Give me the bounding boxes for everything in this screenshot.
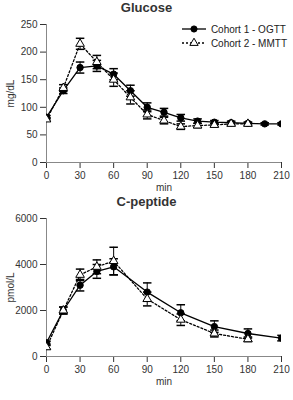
svg-text:200: 200: [21, 46, 38, 57]
svg-text:60: 60: [108, 170, 120, 181]
svg-text:4000: 4000: [15, 259, 38, 270]
svg-text:0: 0: [32, 157, 38, 168]
svg-text:150: 150: [206, 364, 223, 375]
svg-text:210: 210: [273, 170, 290, 181]
svg-text:min: min: [156, 376, 172, 387]
svg-text:50: 50: [26, 129, 38, 140]
svg-text:180: 180: [240, 170, 257, 181]
svg-text:2000: 2000: [15, 305, 38, 316]
svg-text:60: 60: [108, 364, 120, 375]
svg-text:100: 100: [21, 102, 38, 113]
html-text:C-peptide: C-peptide: [116, 194, 177, 209]
svg-text:0: 0: [44, 364, 50, 375]
svg-text:mg/dL: mg/dL: [5, 79, 16, 107]
svg-text:90: 90: [142, 364, 154, 375]
svg-text:210: 210: [273, 364, 290, 375]
html-text:Cohort 1 - OGTT: Cohort 1 - OGTT: [210, 23, 286, 35]
svg-text:120: 120: [172, 364, 189, 375]
html-text:Cohort 2 - MMTT: Cohort 2 - MMTT: [210, 37, 287, 49]
svg-text:pmol/L: pmol/L: [5, 272, 16, 302]
svg-text:120: 120: [172, 170, 189, 181]
svg-text:30: 30: [75, 170, 87, 181]
svg-text:0: 0: [32, 351, 38, 362]
svg-text:150: 150: [21, 74, 38, 85]
svg-text:6000: 6000: [15, 213, 38, 224]
svg-text:90: 90: [142, 170, 154, 181]
html-text:Glucose: Glucose: [120, 0, 173, 15]
svg-text:180: 180: [240, 364, 257, 375]
svg-text:0: 0: [44, 170, 50, 181]
svg-text:250: 250: [21, 19, 38, 30]
svg-text:150: 150: [206, 170, 223, 181]
svg-text:min: min: [156, 182, 172, 193]
svg-text:30: 30: [75, 364, 87, 375]
